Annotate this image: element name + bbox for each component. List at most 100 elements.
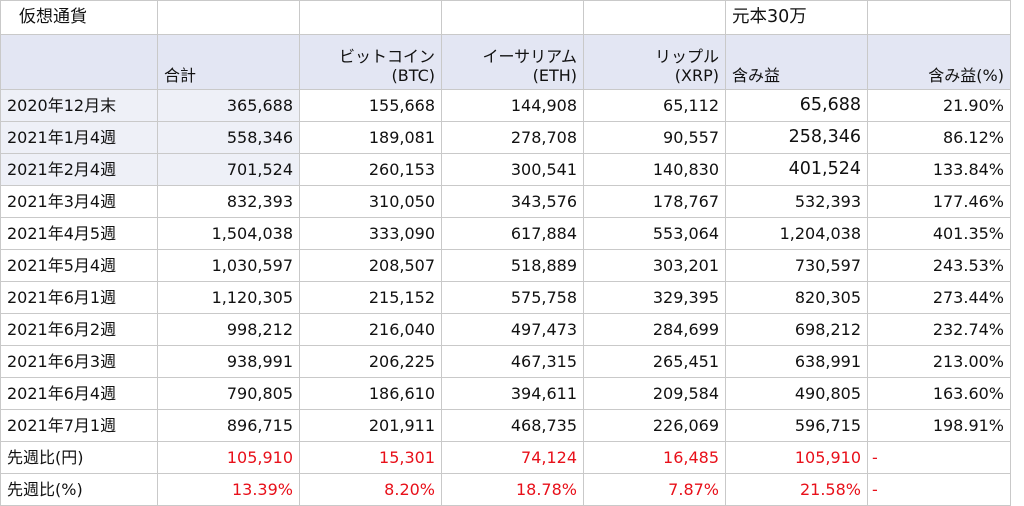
cell-xrp[interactable]: 226,069: [584, 410, 726, 442]
row-label[interactable]: 2021年1月4週: [0, 122, 158, 154]
row-label-diff-pct[interactable]: 先週比(%): [0, 474, 158, 506]
cell-xrp[interactable]: 65,112: [584, 90, 726, 122]
cell-btc[interactable]: 206,225: [300, 346, 442, 378]
cell-gain-pct[interactable]: 401.35%: [868, 218, 1011, 250]
cell-gain-pct[interactable]: 86.12%: [868, 122, 1011, 154]
cell-btc[interactable]: 216,040: [300, 314, 442, 346]
header-btc[interactable]: ビットコイン (BTC): [300, 35, 442, 90]
cell-empty[interactable]: [442, 0, 584, 35]
cell-total[interactable]: 938,991: [158, 346, 300, 378]
cell-gain-pct[interactable]: 163.60%: [868, 378, 1011, 410]
header-xrp[interactable]: リップル (XRP): [584, 35, 726, 90]
cell-gain-pct[interactable]: -: [868, 442, 1011, 474]
cell-total[interactable]: 790,805: [158, 378, 300, 410]
cell-gain[interactable]: 698,212: [726, 314, 868, 346]
cell-xrp[interactable]: 553,064: [584, 218, 726, 250]
cell-btc[interactable]: 8.20%: [300, 474, 442, 506]
cell-total[interactable]: 896,715: [158, 410, 300, 442]
cell-btc[interactable]: 260,153: [300, 154, 442, 186]
cell-btc[interactable]: 215,152: [300, 282, 442, 314]
row-label[interactable]: 2021年5月4週: [0, 250, 158, 282]
cell-xrp[interactable]: 329,395: [584, 282, 726, 314]
cell-gain-pct[interactable]: 273.44%: [868, 282, 1011, 314]
cell-gain-pct[interactable]: 177.46%: [868, 186, 1011, 218]
cell-btc[interactable]: 333,090: [300, 218, 442, 250]
cell-eth[interactable]: 518,889: [442, 250, 584, 282]
cell-gain-pct[interactable]: 198.91%: [868, 410, 1011, 442]
cell-eth[interactable]: 18.78%: [442, 474, 584, 506]
cell-gain[interactable]: 638,991: [726, 346, 868, 378]
cell-xrp[interactable]: 7.87%: [584, 474, 726, 506]
cell-eth[interactable]: 144,908: [442, 90, 584, 122]
row-label[interactable]: 2021年4月5週: [0, 218, 158, 250]
cell-eth[interactable]: 394,611: [442, 378, 584, 410]
cell-gain[interactable]: 490,805: [726, 378, 868, 410]
header-eth[interactable]: イーサリアム (ETH): [442, 35, 584, 90]
cell-btc[interactable]: 186,610: [300, 378, 442, 410]
cell-xrp[interactable]: 140,830: [584, 154, 726, 186]
cell-btc[interactable]: 310,050: [300, 186, 442, 218]
header-total[interactable]: 合計: [158, 35, 300, 90]
cell-btc[interactable]: 189,081: [300, 122, 442, 154]
cell-gain-pct[interactable]: 213.00%: [868, 346, 1011, 378]
cell-gain[interactable]: 820,305: [726, 282, 868, 314]
cell-btc[interactable]: 201,911: [300, 410, 442, 442]
cell-eth[interactable]: 497,473: [442, 314, 584, 346]
cell-gain-pct[interactable]: 243.53%: [868, 250, 1011, 282]
cell-gain[interactable]: 1,204,038: [726, 218, 868, 250]
cell-title[interactable]: 仮想通貨: [0, 0, 158, 35]
cell-eth[interactable]: 74,124: [442, 442, 584, 474]
cell-xrp[interactable]: 303,201: [584, 250, 726, 282]
cell-btc[interactable]: 208,507: [300, 250, 442, 282]
row-label[interactable]: 2021年6月1週: [0, 282, 158, 314]
cell-total[interactable]: 13.39%: [158, 474, 300, 506]
cell-xrp[interactable]: 209,584: [584, 378, 726, 410]
cell-total[interactable]: 558,346: [158, 122, 300, 154]
row-label[interactable]: 2021年6月2週: [0, 314, 158, 346]
header-gain[interactable]: 含み益: [726, 35, 868, 90]
cell-empty[interactable]: [158, 0, 300, 35]
row-label[interactable]: 2021年7月1週: [0, 410, 158, 442]
cell-xrp[interactable]: 16,485: [584, 442, 726, 474]
cell-eth[interactable]: 343,576: [442, 186, 584, 218]
cell-note[interactable]: 元本30万: [726, 0, 868, 35]
cell-gain-pct[interactable]: 133.84%: [868, 154, 1011, 186]
cell-total[interactable]: 365,688: [158, 90, 300, 122]
cell-gain[interactable]: 65,688: [726, 90, 868, 122]
cell-gain[interactable]: 21.58%: [726, 474, 868, 506]
cell-eth[interactable]: 300,541: [442, 154, 584, 186]
cell-btc[interactable]: 15,301: [300, 442, 442, 474]
row-label-diff-yen[interactable]: 先週比(円): [0, 442, 158, 474]
cell-total[interactable]: 701,524: [158, 154, 300, 186]
cell-eth[interactable]: 617,884: [442, 218, 584, 250]
cell-total[interactable]: 1,030,597: [158, 250, 300, 282]
row-label[interactable]: 2021年3月4週: [0, 186, 158, 218]
cell-gain[interactable]: 105,910: [726, 442, 868, 474]
cell-gain[interactable]: 730,597: [726, 250, 868, 282]
cell-gain-pct[interactable]: -: [868, 474, 1011, 506]
header-gain-pct[interactable]: 含み益(%): [868, 35, 1011, 90]
row-label[interactable]: 2020年12月末: [0, 90, 158, 122]
row-label[interactable]: 2021年6月4週: [0, 378, 158, 410]
cell-btc[interactable]: 155,668: [300, 90, 442, 122]
cell-gain[interactable]: 596,715: [726, 410, 868, 442]
cell-gain[interactable]: 258,346: [726, 122, 868, 154]
cell-total[interactable]: 1,120,305: [158, 282, 300, 314]
cell-eth[interactable]: 278,708: [442, 122, 584, 154]
cell-gain[interactable]: 532,393: [726, 186, 868, 218]
cell-xrp[interactable]: 265,451: [584, 346, 726, 378]
row-label[interactable]: 2021年2月4週: [0, 154, 158, 186]
cell-empty[interactable]: [584, 0, 726, 35]
row-label[interactable]: 2021年6月3週: [0, 346, 158, 378]
cell-total[interactable]: 998,212: [158, 314, 300, 346]
cell-eth[interactable]: 575,758: [442, 282, 584, 314]
cell-gain[interactable]: 401,524: [726, 154, 868, 186]
cell-empty[interactable]: [868, 0, 1011, 35]
cell-xrp[interactable]: 284,699: [584, 314, 726, 346]
cell-gain-pct[interactable]: 232.74%: [868, 314, 1011, 346]
cell-eth[interactable]: 468,735: [442, 410, 584, 442]
cell-xrp[interactable]: 178,767: [584, 186, 726, 218]
cell-total[interactable]: 832,393: [158, 186, 300, 218]
cell-total[interactable]: 105,910: [158, 442, 300, 474]
cell-total[interactable]: 1,504,038: [158, 218, 300, 250]
